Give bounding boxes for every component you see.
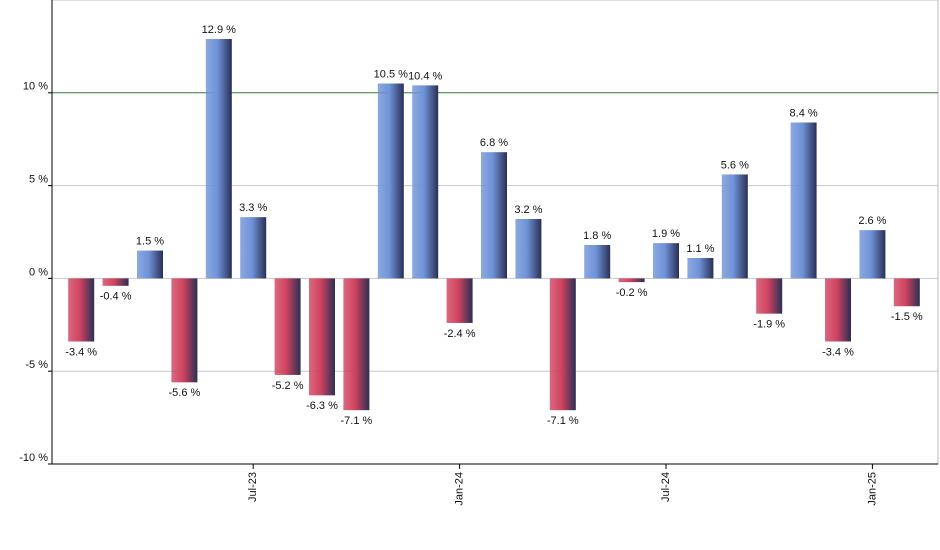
bar (825, 278, 851, 342)
value-label: -5.6 % (169, 387, 201, 399)
bar (859, 230, 886, 279)
bar (377, 83, 404, 279)
bar (893, 278, 920, 307)
bar (68, 278, 95, 342)
bar (584, 244, 611, 279)
value-label: 3.3 % (239, 202, 267, 214)
y-tick-label: -5 % (25, 359, 48, 371)
value-label: 1.5 % (136, 235, 164, 247)
value-label: -2.4 % (444, 328, 476, 340)
x-tick-label: Jul-24 (660, 472, 672, 502)
bar (756, 278, 783, 314)
bar (171, 278, 198, 383)
bar (137, 250, 163, 279)
value-label: -1.9 % (753, 319, 785, 331)
bar (446, 278, 473, 323)
value-label: 2.6 % (858, 215, 886, 227)
bar (481, 152, 507, 279)
bar (343, 278, 370, 411)
bar (687, 257, 714, 279)
value-label: 5.6 % (721, 159, 749, 171)
bar (653, 243, 679, 279)
value-label: -0.4 % (100, 291, 132, 303)
bar (205, 38, 232, 279)
y-tick-label: 10 % (23, 81, 48, 93)
value-label: -3.4 % (65, 346, 97, 358)
value-label: -5.2 % (272, 380, 304, 392)
value-label: 3.2 % (514, 204, 542, 216)
value-label: -0.2 % (616, 287, 648, 299)
value-label: -7.1 % (341, 415, 373, 427)
value-label: 12.9 % (202, 24, 236, 36)
bar (309, 278, 335, 396)
bar (102, 278, 129, 286)
bar (274, 278, 301, 375)
value-label: -3.4 % (822, 346, 854, 358)
bar (721, 174, 748, 279)
value-label: 8.4 % (790, 107, 818, 119)
bar (618, 278, 645, 283)
value-label: 10.4 % (408, 70, 442, 82)
value-label: 6.8 % (480, 137, 508, 149)
bar (515, 219, 542, 279)
bar (412, 85, 439, 279)
value-label: 1.9 % (652, 228, 680, 240)
y-tick-label: 5 % (29, 174, 48, 186)
value-label: -6.3 % (306, 400, 338, 412)
bar (790, 122, 817, 279)
value-label: -7.1 % (547, 415, 579, 427)
value-label: -1.5 % (891, 311, 923, 323)
value-label: 1.8 % (583, 230, 611, 242)
value-label: 10.5 % (374, 68, 408, 80)
y-tick-label: 0 % (29, 266, 48, 278)
x-tick-label: Jul-23 (247, 472, 259, 502)
y-tick-label: -10 % (19, 452, 48, 464)
bar (549, 278, 576, 411)
value-label: 1.1 % (686, 243, 714, 255)
bar (240, 217, 267, 279)
x-tick-label: Jan-24 (454, 472, 466, 506)
x-tick-label: Jan-25 (866, 472, 878, 506)
